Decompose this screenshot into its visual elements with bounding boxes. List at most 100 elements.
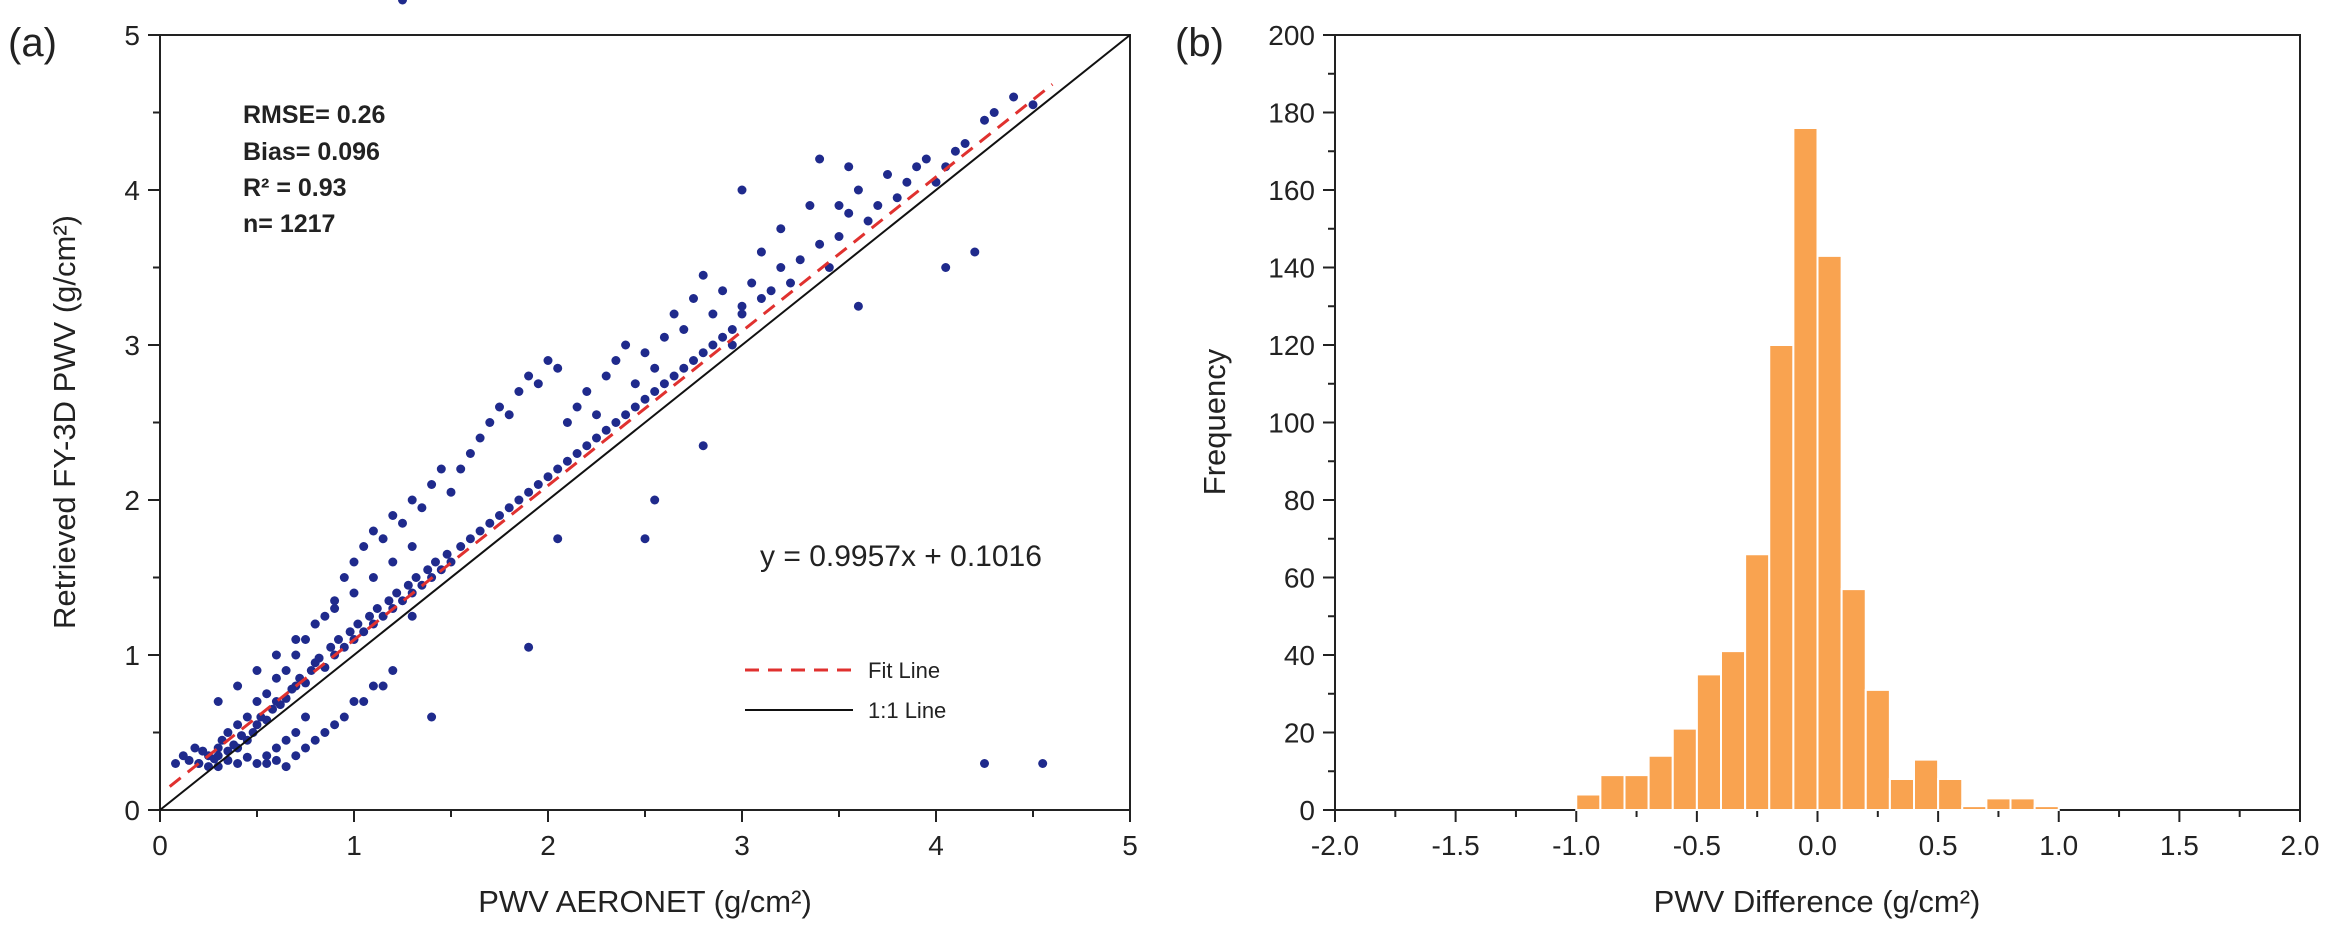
scatter-point: [863, 216, 873, 226]
scatter-point: [689, 356, 698, 365]
scatter-point: [349, 588, 359, 598]
scatter-point: [301, 635, 310, 644]
scatter-point: [392, 588, 402, 598]
scatter-point: [776, 263, 786, 272]
scatter-point: [359, 697, 369, 706]
scatter-point: [320, 611, 330, 621]
scatter-point: [213, 751, 223, 761]
scatter-point: [708, 309, 718, 319]
scatter-point: [398, 518, 407, 528]
scatter-point: [378, 681, 388, 691]
histogram-x-tick-label: 2.0: [2281, 830, 2320, 861]
histogram-bar: [1720, 650, 1747, 811]
scatter-point: [533, 379, 543, 389]
histogram-y-tick-label: 140: [1268, 253, 1315, 284]
scatter-point: [659, 332, 669, 342]
scatter-point: [592, 433, 601, 443]
histogram-bar: [1647, 754, 1674, 811]
scatter-x-tick-label: 2: [540, 830, 556, 861]
scatter-point: [190, 743, 200, 753]
scatter-point: [786, 278, 795, 288]
fit-equation: y = 0.9957x + 0.1016: [760, 540, 1042, 573]
histogram-bar: [1961, 805, 1988, 811]
scatter-y-tick-label: 5: [124, 20, 140, 51]
scatter-point: [233, 759, 243, 768]
scatter-point: [306, 666, 316, 675]
histogram-bar: [1816, 254, 1843, 811]
scatter-point: [465, 534, 475, 544]
scatter-point: [275, 700, 285, 710]
scatter-point: [805, 201, 815, 210]
scatter-point: [456, 464, 466, 474]
histogram-bar: [1623, 774, 1650, 811]
histogram-bar: [1937, 778, 1964, 811]
scatter-point: [353, 619, 363, 629]
scatter-point: [281, 666, 291, 675]
histogram-y-tick-label: 80: [1284, 485, 1315, 516]
scatter-point: [407, 495, 417, 505]
scatter-point: [601, 371, 611, 381]
scatter-point: [795, 255, 805, 265]
scatter-point: [562, 456, 572, 466]
histogram-y-tick-label: 160: [1268, 175, 1315, 206]
scatter-point: [326, 642, 336, 652]
scatter-point: [291, 751, 301, 761]
legend-fit-label: Fit Line: [868, 658, 940, 683]
histogram-x-tick-label: 0.0: [1798, 830, 1837, 861]
scatter-point: [650, 495, 660, 505]
scatter-point: [485, 418, 495, 427]
scatter-point: [640, 394, 650, 404]
scatter-point: [950, 146, 960, 156]
scatter-point: [291, 635, 301, 644]
histogram-x-tick-label: 1.5: [2160, 830, 2199, 861]
scatter-point: [262, 759, 272, 768]
histogram-bar: [1744, 553, 1771, 811]
scatter-point: [815, 154, 825, 164]
scatter-point: [411, 573, 421, 582]
scatter-point: [844, 162, 854, 172]
scatter-point: [514, 495, 524, 505]
histogram-y-axis-title: Frequency: [1197, 348, 1232, 495]
scatter-axis-ticks: [148, 34, 1131, 822]
scatter-point: [970, 247, 980, 257]
scatter-point: [368, 573, 378, 582]
stat-n: n= 1217: [243, 210, 335, 238]
scatter-point: [582, 441, 592, 451]
scatter-point: [252, 697, 262, 706]
scatter-point: [407, 611, 417, 621]
scatter-point: [475, 433, 485, 443]
scatter-point: [1028, 100, 1038, 110]
scatter-point: [553, 534, 563, 544]
scatter-point: [815, 239, 825, 249]
scatter-y-tick-label: 0: [124, 795, 140, 826]
scatter-point: [640, 348, 650, 358]
scatter-point: [430, 557, 440, 567]
scatter-point: [650, 363, 660, 373]
scatter-point: [504, 410, 514, 420]
scatter-point: [679, 325, 689, 334]
scatter-point: [271, 650, 281, 660]
scatter-point: [776, 224, 786, 234]
histogram-y-tick-label: 180: [1268, 98, 1315, 129]
scatter-x-tick-labels: 0 1 2 3 4 5: [152, 830, 1138, 861]
scatter-point: [698, 348, 708, 358]
scatter-point: [543, 356, 553, 365]
histogram-y-tick-label: 200: [1268, 20, 1315, 51]
scatter-point: [621, 410, 631, 420]
scatter-y-tick-label: 3: [124, 330, 140, 361]
scatter-point: [301, 712, 310, 722]
scatter-point: [495, 402, 504, 412]
scatter-point: [834, 232, 844, 241]
scatter-point: [621, 340, 631, 350]
scatter-point: [572, 449, 582, 458]
scatter-point: [844, 208, 854, 218]
scatter-x-tick-label: 0: [152, 830, 168, 861]
scatter-point: [553, 363, 563, 373]
scatter-point: [669, 371, 679, 381]
scatter-point: [853, 301, 863, 311]
scatter-point: [233, 720, 243, 730]
histogram-axis-ticks: [1323, 34, 2301, 822]
scatter-point: [359, 627, 369, 637]
